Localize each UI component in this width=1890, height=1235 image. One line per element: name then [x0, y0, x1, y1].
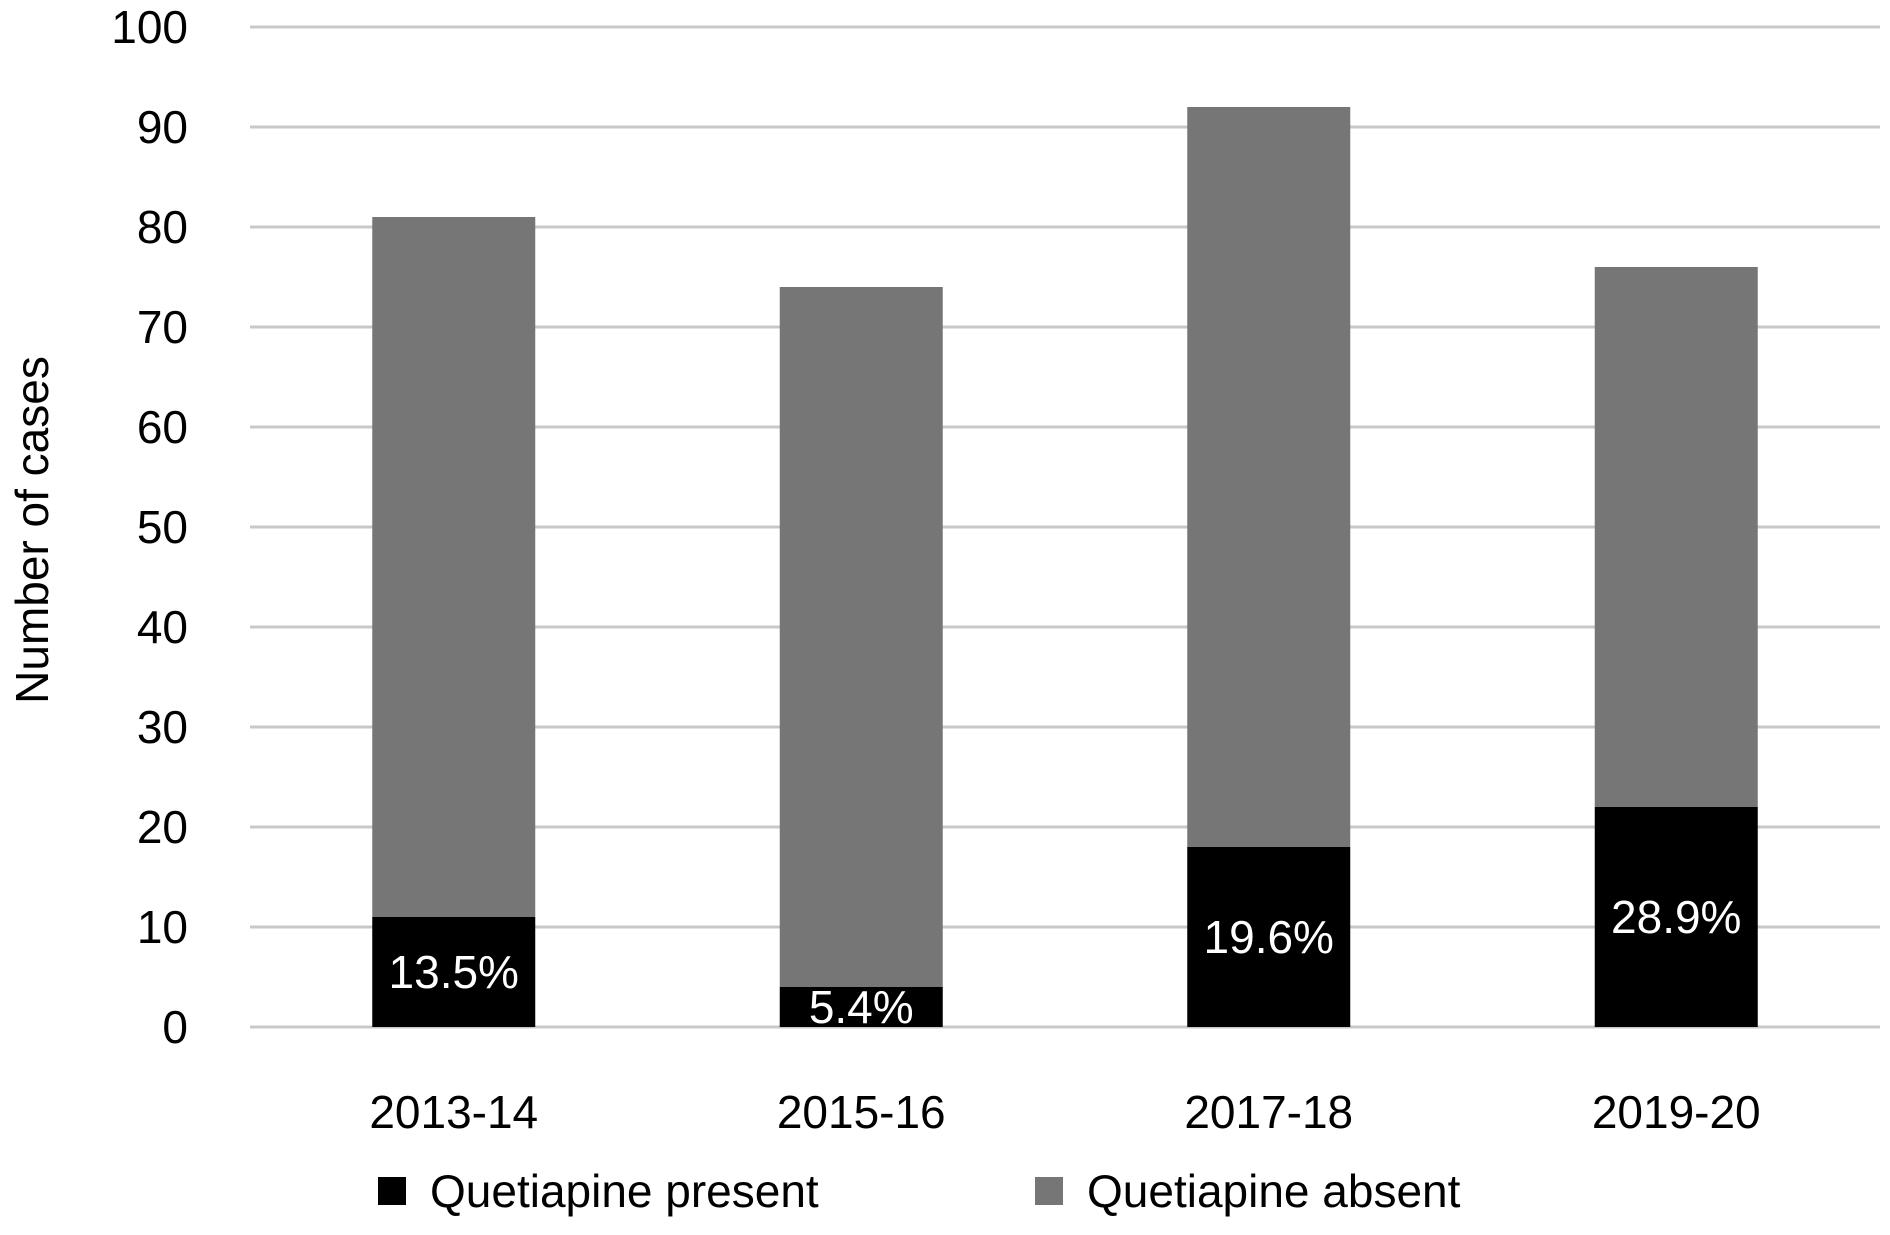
y-tick-label: 90	[137, 101, 188, 153]
y-tick-label: 30	[137, 701, 188, 753]
legend-swatch	[1035, 1177, 1063, 1205]
y-axis-title: Number of cases	[6, 356, 58, 704]
bar-segment	[1594, 267, 1758, 807]
legend: Quetiapine present Quetiapine absent	[378, 1165, 1461, 1217]
y-tick-label: 70	[137, 301, 188, 353]
data-label: 19.6%	[1204, 911, 1334, 963]
y-tick-label: 50	[137, 501, 188, 553]
data-label: 28.9%	[1611, 891, 1741, 943]
y-tick-label: 40	[137, 601, 188, 653]
x-tick-label: 2019-20	[1592, 1086, 1761, 1138]
data-label: 5.4%	[809, 981, 914, 1033]
y-axis-ticks: 0 10 20 30 40 50 60 70 80 90 100	[111, 1, 188, 1053]
bar-segment	[1187, 107, 1351, 847]
x-axis-ticks: 2013-14 2015-16 2017-18 2019-20	[369, 1086, 1760, 1138]
y-tick-label: 80	[137, 201, 188, 253]
bar-segment	[1187, 847, 1351, 1027]
data-label: 13.5%	[389, 946, 519, 998]
bar-segment	[1594, 807, 1758, 1027]
bar-segment	[779, 287, 943, 987]
data-labels: 13.5% 5.4% 19.6% 28.9%	[389, 891, 1742, 1033]
y-tick-label: 60	[137, 401, 188, 453]
x-tick-label: 2017-18	[1184, 1086, 1353, 1138]
y-tick-label: 10	[137, 901, 188, 953]
legend-label: Quetiapine absent	[1087, 1165, 1461, 1217]
legend-swatch	[378, 1177, 406, 1205]
y-tick-label: 0	[162, 1001, 188, 1053]
bar-segment	[372, 217, 536, 917]
x-tick-label: 2015-16	[777, 1086, 946, 1138]
x-tick-label: 2013-14	[369, 1086, 538, 1138]
bar-segment	[779, 987, 943, 1027]
bar-segment	[372, 917, 536, 1027]
y-tick-label: 100	[111, 1, 188, 53]
bars	[372, 107, 1758, 1027]
y-tick-label: 20	[137, 801, 188, 853]
legend-label: Quetiapine present	[430, 1165, 819, 1217]
